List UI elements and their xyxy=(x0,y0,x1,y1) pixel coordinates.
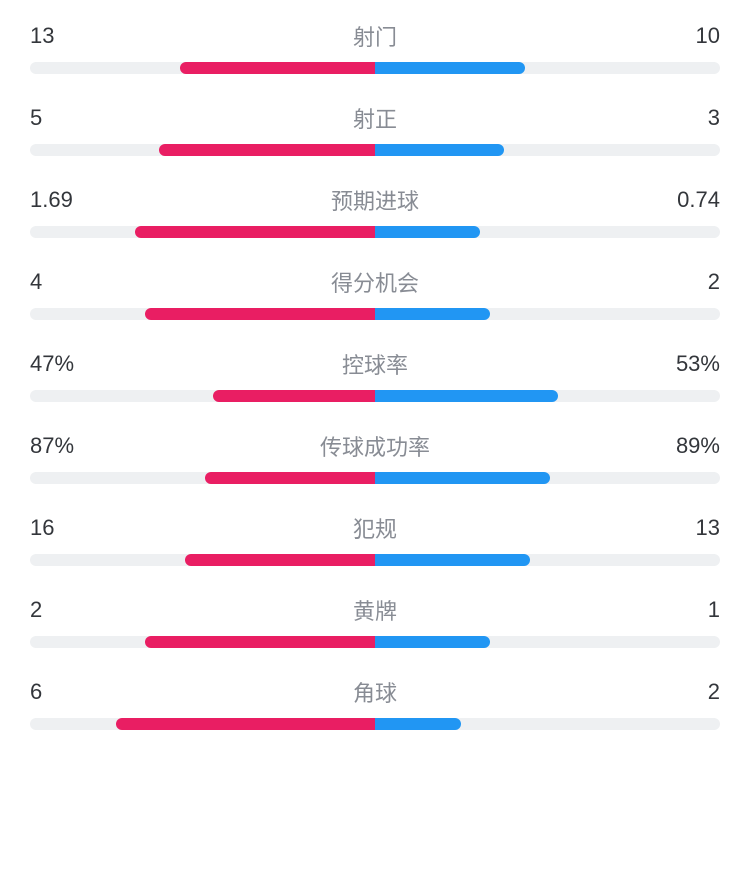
stat-label: 预期进球 xyxy=(331,184,419,216)
stat-bar-left xyxy=(205,472,375,484)
stat-bar-left xyxy=(185,554,375,566)
stat-bar-right xyxy=(375,308,490,320)
stat-left-value: 2 xyxy=(30,597,42,623)
stat-right-value: 2 xyxy=(708,269,720,295)
stat-bar-left xyxy=(159,144,375,156)
stat-bar xyxy=(30,62,720,74)
stat-left-value: 16 xyxy=(30,515,54,541)
stat-bar-left xyxy=(135,226,375,238)
stat-row: 1.69 预期进球 0.74 xyxy=(30,184,720,238)
stat-row: 6 角球 2 xyxy=(30,676,720,730)
stat-right-value: 1 xyxy=(708,597,720,623)
stat-bar xyxy=(30,472,720,484)
stat-bar xyxy=(30,144,720,156)
stat-left-value: 4 xyxy=(30,269,42,295)
stat-label: 射门 xyxy=(353,20,397,52)
stat-left-value: 1.69 xyxy=(30,187,73,213)
stat-label: 角球 xyxy=(353,676,397,708)
stat-row: 2 黄牌 1 xyxy=(30,594,720,648)
stat-bar-right xyxy=(375,62,525,74)
stat-label: 黄牌 xyxy=(353,594,397,626)
match-stats-container: 13 射门 10 5 射正 3 1.69 预期进球 0.74 4 得分机会 2 47% 控球率 53% 87%… xyxy=(30,20,720,730)
stat-bar-left xyxy=(213,390,375,402)
stat-right-value: 53% xyxy=(676,351,720,377)
stat-bar-right xyxy=(375,718,461,730)
stat-label: 犯规 xyxy=(353,512,397,544)
stat-left-value: 87% xyxy=(30,433,74,459)
stat-row: 47% 控球率 53% xyxy=(30,348,720,402)
stat-bar xyxy=(30,226,720,238)
stat-bar-right xyxy=(375,390,558,402)
stat-bar xyxy=(30,718,720,730)
stat-row: 87% 传球成功率 89% xyxy=(30,430,720,484)
stat-right-value: 10 xyxy=(696,23,720,49)
stat-label: 控球率 xyxy=(342,348,408,380)
stat-left-value: 6 xyxy=(30,679,42,705)
stat-bar xyxy=(30,390,720,402)
stat-label: 得分机会 xyxy=(331,266,419,298)
stat-bar xyxy=(30,554,720,566)
stat-label: 射正 xyxy=(353,102,397,134)
stat-row: 13 射门 10 xyxy=(30,20,720,74)
stat-bar-right xyxy=(375,472,550,484)
stat-right-value: 3 xyxy=(708,105,720,131)
stat-row: 4 得分机会 2 xyxy=(30,266,720,320)
stat-bar-right xyxy=(375,226,480,238)
stat-left-value: 47% xyxy=(30,351,74,377)
stat-bar xyxy=(30,636,720,648)
stat-bar-left xyxy=(116,718,375,730)
stat-bar-right xyxy=(375,144,504,156)
stat-label: 传球成功率 xyxy=(320,430,430,462)
stat-right-value: 2 xyxy=(708,679,720,705)
stat-right-value: 0.74 xyxy=(677,187,720,213)
stat-left-value: 5 xyxy=(30,105,42,131)
stat-row: 16 犯规 13 xyxy=(30,512,720,566)
stat-bar-right xyxy=(375,636,490,648)
stat-bar-left xyxy=(145,308,375,320)
stat-bar-right xyxy=(375,554,530,566)
stat-bar-left xyxy=(180,62,375,74)
stat-left-value: 13 xyxy=(30,23,54,49)
stat-right-value: 13 xyxy=(696,515,720,541)
stat-bar xyxy=(30,308,720,320)
stat-bar-left xyxy=(145,636,375,648)
stat-row: 5 射正 3 xyxy=(30,102,720,156)
stat-right-value: 89% xyxy=(676,433,720,459)
